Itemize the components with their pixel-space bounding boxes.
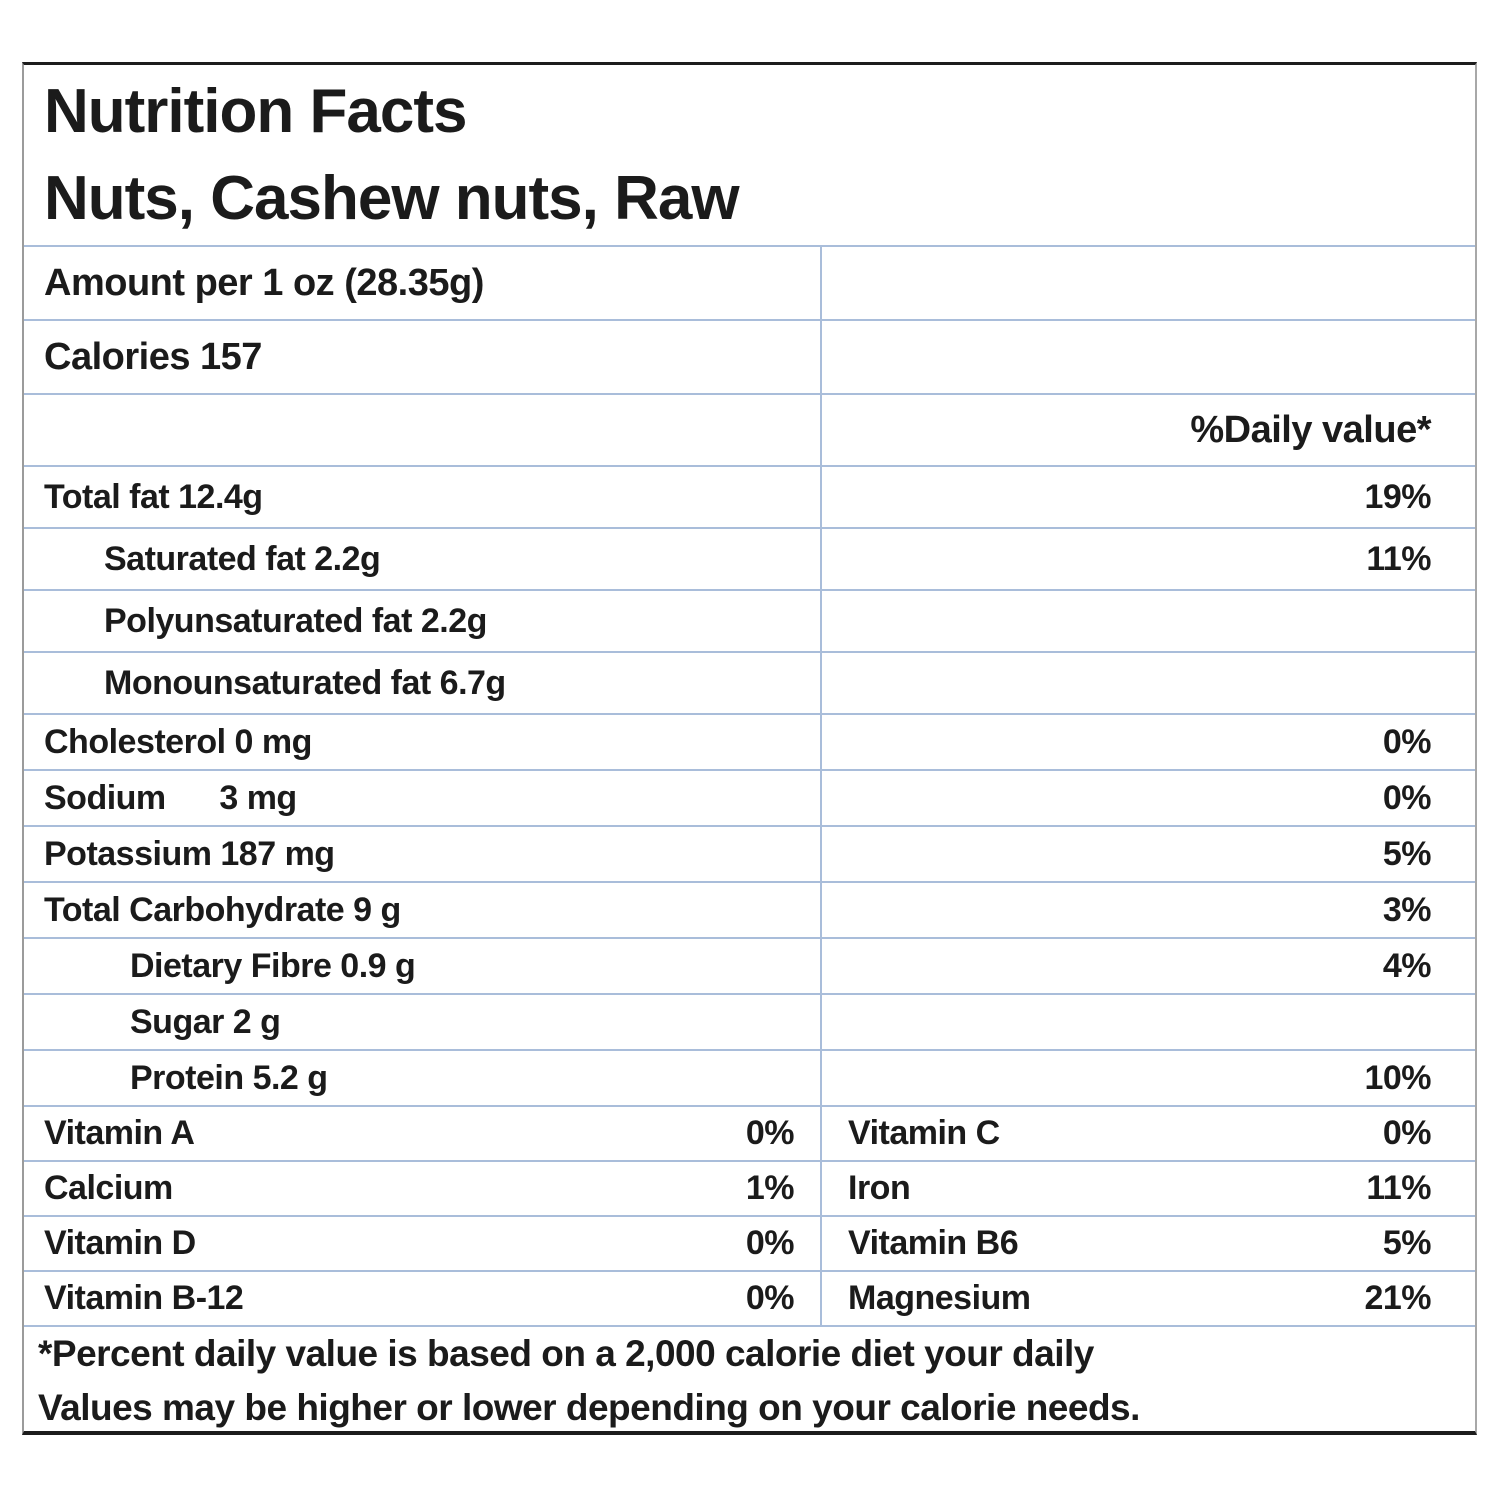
nutrient-label: Cholesterol 0 mg xyxy=(44,722,312,761)
micronutrient-cell: Magnesium 21% xyxy=(820,1272,1475,1325)
nutrient-row-saturated-fat: Saturated fat 2.2g 11% xyxy=(24,527,1475,589)
nutrient-label: Saturated fat 2.2g xyxy=(104,539,381,578)
nutrient-label: Total fat 12.4g xyxy=(44,477,263,516)
micronutrient-row-vitamin-b12-magnesium: Vitamin B-12 0% Magnesium 21% xyxy=(24,1270,1475,1325)
calories-label: Calories 157 xyxy=(44,335,262,378)
micronutrient-cell: Iron 11% xyxy=(820,1162,1475,1215)
micronutrient-cell: Vitamin A 0% xyxy=(24,1107,820,1160)
micronutrient-row-vitamin-a-c: Vitamin A 0% Vitamin C 0% xyxy=(24,1105,1475,1160)
footnote-line-1: *Percent daily value is based on a 2,000… xyxy=(38,1333,1094,1374)
micronutrient-percent: 11% xyxy=(1366,1169,1431,1207)
micronutrient-cell: Vitamin D 0% xyxy=(24,1217,820,1270)
nutrient-percent: 0% xyxy=(820,715,1475,769)
micronutrient-percent: 0% xyxy=(745,1114,795,1152)
nutrient-label: Total Carbohydrate 9 g xyxy=(44,890,401,929)
nutrient-row-total-fat: Total fat 12.4g 19% xyxy=(24,465,1475,527)
nutrient-row-polyunsaturated-fat: Polyunsaturated fat 2.2g xyxy=(24,589,1475,651)
nutrient-label: Dietary Fibre 0.9 g xyxy=(130,946,416,985)
micronutrient-percent: 0% xyxy=(745,1224,795,1262)
serving-size-label: Amount per 1 oz (28.35g) xyxy=(44,261,484,304)
daily-value-header-spacer xyxy=(24,395,820,465)
micronutrient-label: Vitamin B6 xyxy=(848,1224,1019,1262)
nutrient-label: Potassium 187 mg xyxy=(44,834,335,873)
daily-value-header-row: %Daily value* xyxy=(24,393,1475,465)
micronutrient-cell: Vitamin B6 5% xyxy=(820,1217,1475,1270)
micronutrient-percent: 5% xyxy=(1382,1224,1432,1262)
nutrient-percent: 0% xyxy=(820,771,1475,825)
nutrient-row-potassium: Potassium 187 mg 5% xyxy=(24,825,1475,881)
nutrient-row-sodium: Sodium 3 mg 0% xyxy=(24,769,1475,825)
nutrient-percent: 5% xyxy=(820,827,1475,881)
nutrient-row-protein: Protein 5.2 g 10% xyxy=(24,1049,1475,1105)
micronutrient-percent: 0% xyxy=(745,1279,795,1317)
micronutrient-row-vitamin-d-b6: Vitamin D 0% Vitamin B6 5% xyxy=(24,1215,1475,1270)
nutrient-row-monounsaturated-fat: Monounsaturated fat 6.7g xyxy=(24,651,1475,713)
title-block: Nutrition Facts Nuts, Cashew nuts, Raw xyxy=(24,65,1475,245)
nutrient-label: Polyunsaturated fat 2.2g xyxy=(104,601,487,640)
micronutrient-label: Vitamin A xyxy=(44,1114,195,1152)
nutrient-row-total-carbohydrate: Total Carbohydrate 9 g 3% xyxy=(24,881,1475,937)
nutrient-label: Sodium 3 mg xyxy=(44,778,297,817)
nutrient-row-dietary-fibre: Dietary Fibre 0.9 g 4% xyxy=(24,937,1475,993)
calories-value xyxy=(820,321,1475,393)
micronutrient-label: Vitamin D xyxy=(44,1224,196,1262)
nutrient-row-cholesterol: Cholesterol 0 mg 0% xyxy=(24,713,1475,769)
serving-size-value xyxy=(820,247,1475,319)
nutrient-percent: 3% xyxy=(820,883,1475,937)
micronutrient-label: Vitamin C xyxy=(848,1114,1000,1152)
micronutrient-percent: 1% xyxy=(745,1169,795,1207)
nutrient-percent xyxy=(820,653,1475,713)
micronutrient-label: Magnesium xyxy=(848,1279,1031,1317)
nutrient-percent: 19% xyxy=(820,467,1475,527)
nutrient-percent: 11% xyxy=(820,529,1475,589)
nutrient-percent xyxy=(820,995,1475,1049)
serving-size-row: Amount per 1 oz (28.35g) xyxy=(24,245,1475,319)
nutrition-facts-label: Nutrition Facts Nuts, Cashew nuts, Raw A… xyxy=(22,62,1477,1435)
micronutrient-row-calcium-iron: Calcium 1% Iron 11% xyxy=(24,1160,1475,1215)
calories-row: Calories 157 xyxy=(24,319,1475,393)
nutrition-facts-title: Nutrition Facts xyxy=(44,77,467,146)
micronutrient-label: Calcium xyxy=(44,1169,173,1207)
micronutrient-cell: Calcium 1% xyxy=(24,1162,820,1215)
nutrient-label: Protein 5.2 g xyxy=(130,1058,328,1097)
footnote-line-2: Values may be higher or lower depending … xyxy=(38,1387,1140,1428)
product-name: Nuts, Cashew nuts, Raw xyxy=(44,164,740,233)
nutrient-label: Monounsaturated fat 6.7g xyxy=(104,663,506,702)
micronutrient-label: Iron xyxy=(848,1169,911,1207)
micronutrient-label: Vitamin B-12 xyxy=(44,1279,244,1317)
nutrient-row-sugar: Sugar 2 g xyxy=(24,993,1475,1049)
nutrient-label: Sugar 2 g xyxy=(130,1002,281,1041)
footnote: *Percent daily value is based on a 2,000… xyxy=(24,1325,1475,1435)
nutrient-percent xyxy=(820,591,1475,651)
micronutrient-percent: 0% xyxy=(1382,1114,1432,1152)
daily-value-header: %Daily value* xyxy=(820,395,1475,465)
micronutrient-cell: Vitamin C 0% xyxy=(820,1107,1475,1160)
micronutrient-percent: 21% xyxy=(1364,1279,1431,1317)
nutrient-percent: 10% xyxy=(820,1051,1475,1105)
nutrient-percent: 4% xyxy=(820,939,1475,993)
micronutrient-cell: Vitamin B-12 0% xyxy=(24,1272,820,1325)
